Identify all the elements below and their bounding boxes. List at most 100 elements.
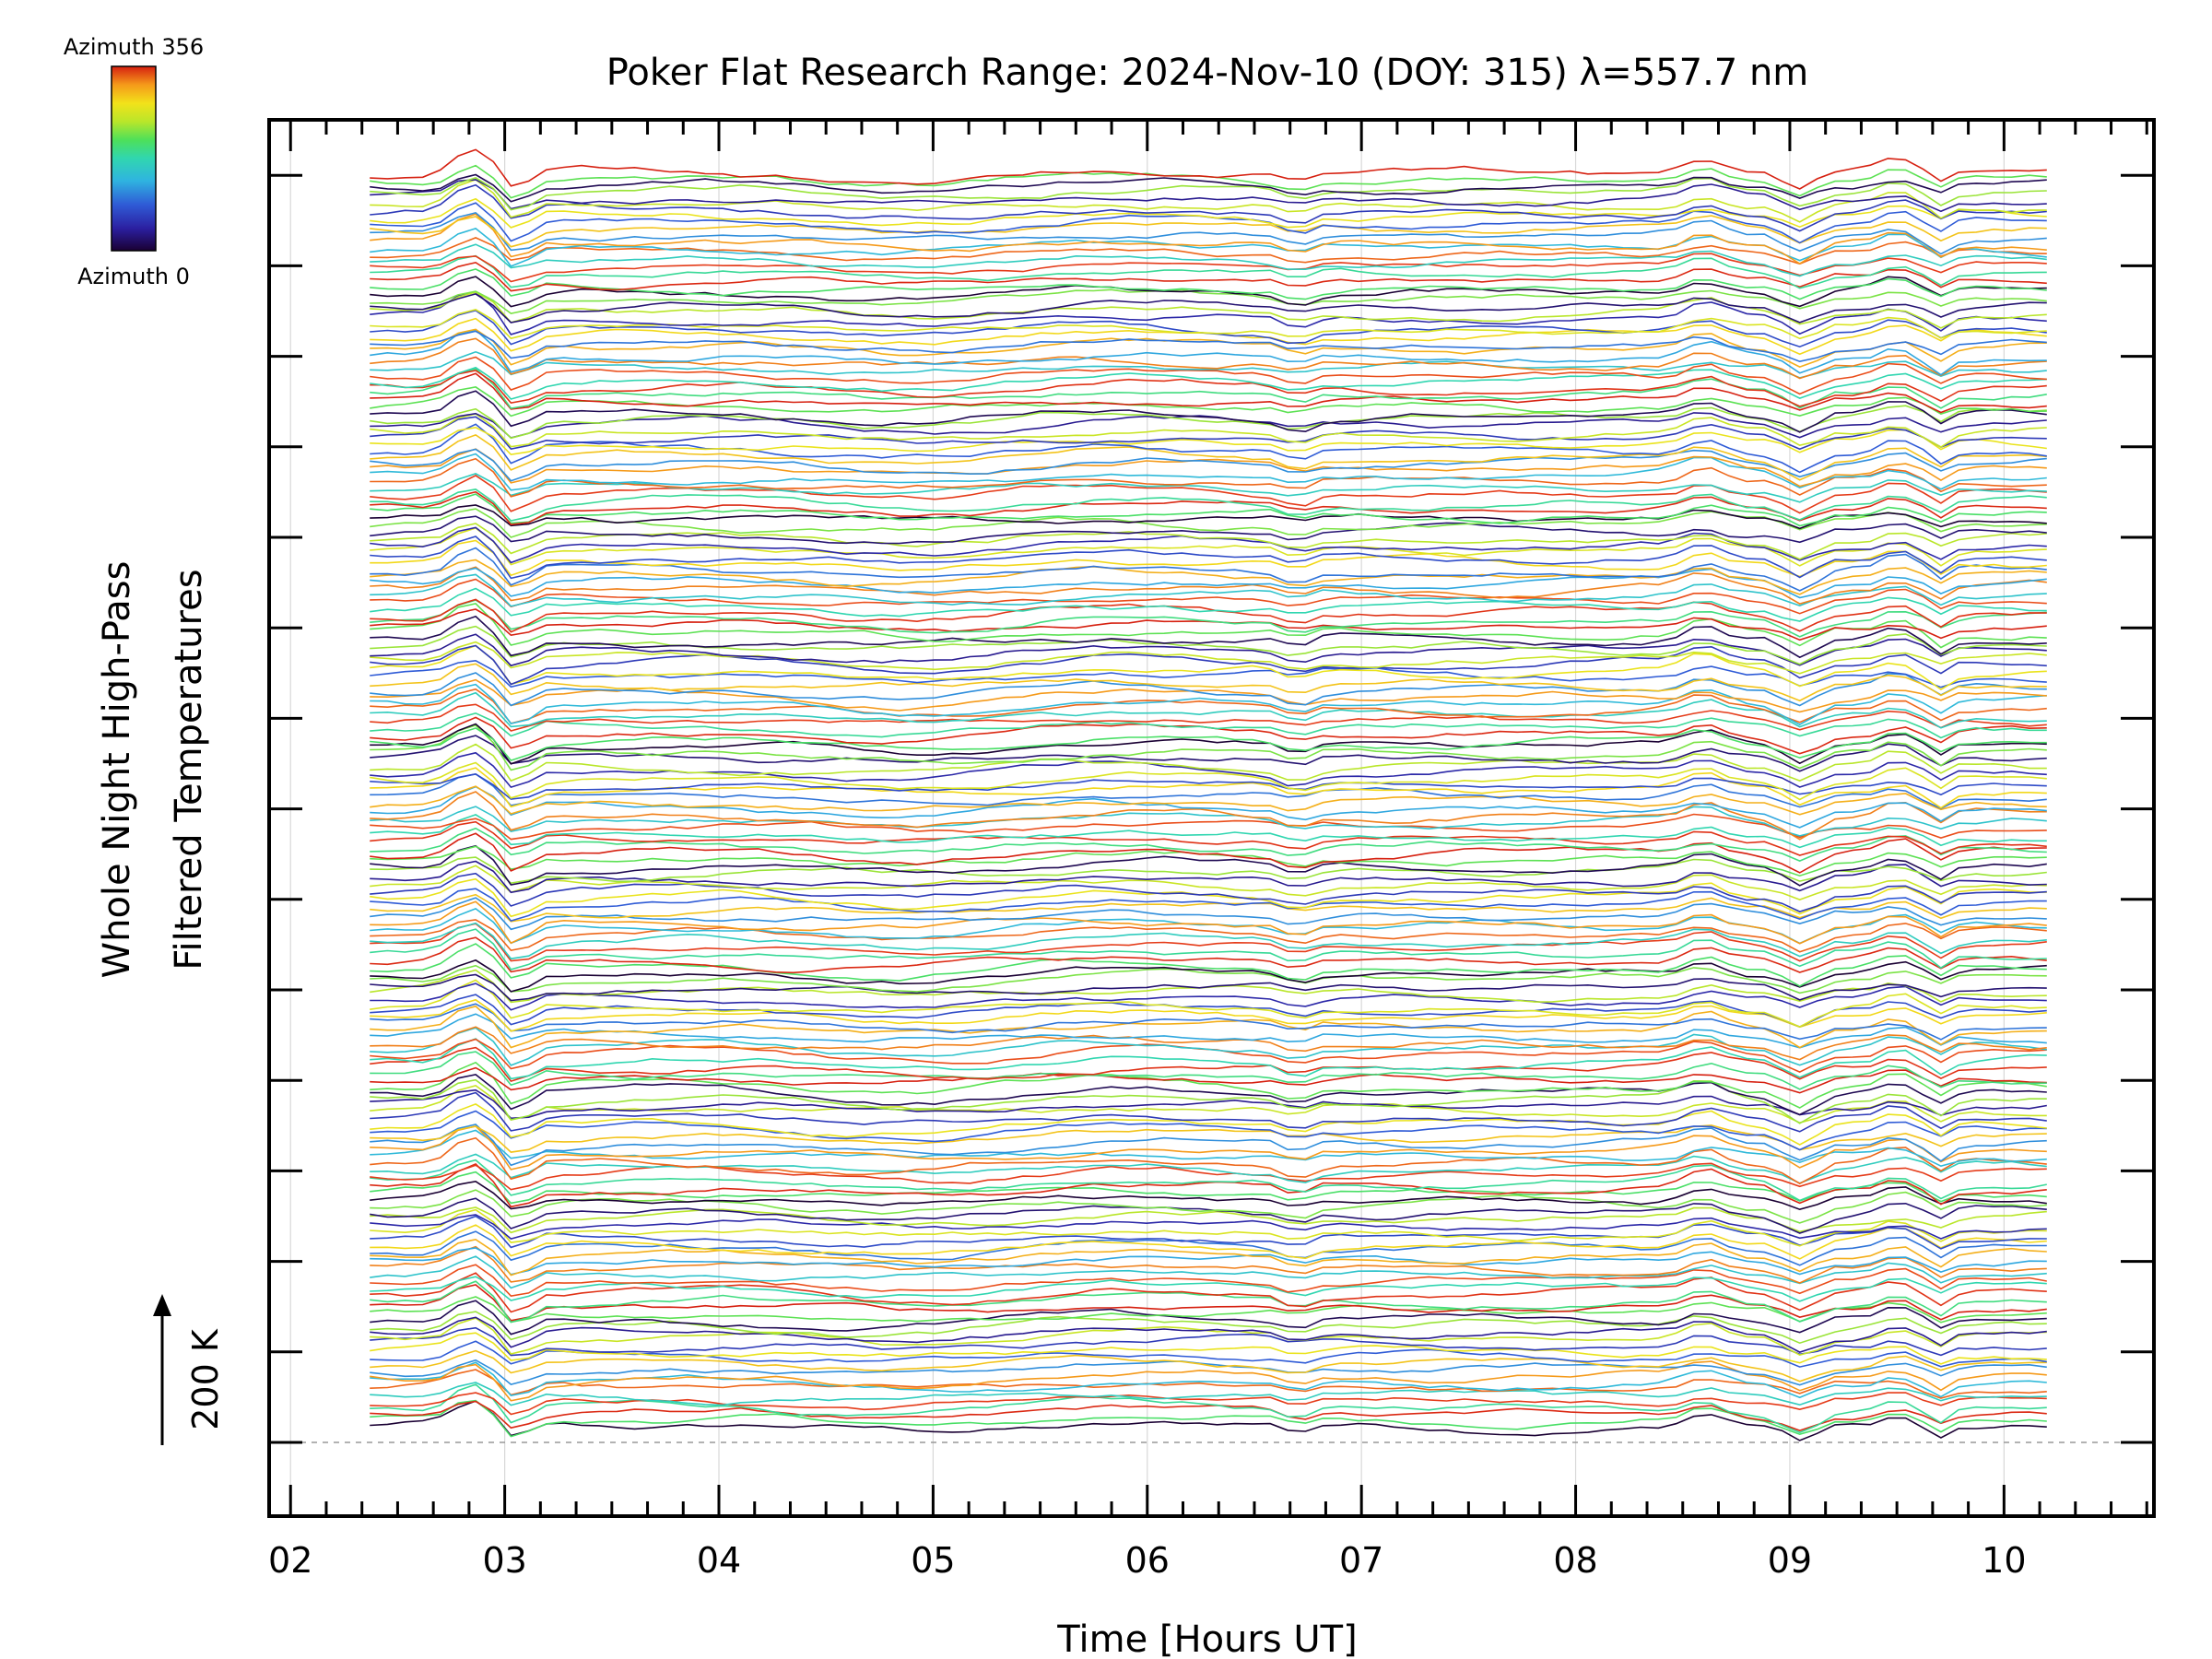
series-line xyxy=(370,727,2047,762)
series-line xyxy=(370,751,2047,789)
x-tick-label-08: 08 xyxy=(1553,1540,1597,1581)
series-line xyxy=(370,785,2047,816)
series-line xyxy=(370,350,2047,379)
x-tick-label-03: 03 xyxy=(482,1540,526,1581)
series-line xyxy=(370,573,2047,607)
colorbar-bottom-label: Azimuth 0 xyxy=(77,264,190,289)
series-line xyxy=(370,177,2047,211)
series-line xyxy=(370,1136,2047,1185)
series-line xyxy=(370,672,2047,707)
series-line xyxy=(370,922,2047,960)
series-line xyxy=(370,566,2047,605)
series-line xyxy=(370,644,2047,691)
series-line xyxy=(370,936,2047,974)
series-line xyxy=(370,1255,2047,1289)
series-line xyxy=(370,723,2047,765)
series-line xyxy=(370,309,2047,340)
x-tick-label-05: 05 xyxy=(911,1540,955,1581)
series-line xyxy=(370,1180,2047,1211)
series-line xyxy=(370,785,2047,829)
series-line xyxy=(370,832,2047,874)
series-line xyxy=(370,366,2047,400)
series-line xyxy=(370,603,2047,649)
series-line xyxy=(370,907,2047,945)
series-line xyxy=(370,1103,2047,1146)
series-line xyxy=(370,1074,2047,1116)
series-line xyxy=(370,1276,2047,1302)
series-line xyxy=(370,688,2047,724)
series-line xyxy=(370,1051,2047,1090)
series-line xyxy=(370,1215,2047,1250)
series-line xyxy=(370,820,2047,856)
plot-frame: 02 03 04 05 06 07 08 09 10 xyxy=(267,118,2156,1581)
temperature-series xyxy=(370,148,2047,1441)
series-line xyxy=(370,1359,2047,1386)
series-line xyxy=(370,291,2047,329)
series-line xyxy=(370,488,2047,522)
series-line xyxy=(370,370,2047,407)
series-line xyxy=(370,1311,2047,1345)
series-line xyxy=(370,598,2047,633)
series-line xyxy=(370,663,2047,702)
series-line xyxy=(370,1340,2047,1368)
series-line xyxy=(370,587,2047,622)
series-line xyxy=(370,539,2047,578)
series-line xyxy=(370,1208,2047,1247)
series-line xyxy=(370,1129,2047,1168)
series-line xyxy=(370,330,2047,363)
series-line xyxy=(370,900,2047,945)
series-line xyxy=(370,806,2047,837)
azimuth-colorbar xyxy=(111,65,157,252)
x-tick-label-07: 07 xyxy=(1339,1540,1383,1581)
chart-title: Poker Flat Research Range: 2024-Nov-10 (… xyxy=(606,52,1809,94)
series-line xyxy=(370,743,2047,782)
series-line xyxy=(370,1091,2047,1133)
series-line xyxy=(370,964,2047,994)
series-line xyxy=(370,448,2047,488)
x-tick-label-04: 04 xyxy=(697,1540,741,1581)
series-line xyxy=(370,644,2047,686)
series-line xyxy=(370,1349,2047,1382)
x-tick-label-02: 02 xyxy=(268,1540,312,1581)
series-line xyxy=(370,1296,2047,1324)
series-line xyxy=(370,213,2047,265)
series-line xyxy=(370,179,2047,213)
series-line xyxy=(370,261,2047,292)
series-line xyxy=(370,1171,2047,1205)
series-line xyxy=(370,1238,2047,1277)
series-line xyxy=(370,243,2047,277)
series-line xyxy=(370,474,2047,514)
series-line xyxy=(370,368,2047,409)
series-line xyxy=(370,559,2047,595)
series-line xyxy=(370,923,2047,962)
series-line xyxy=(370,328,2047,376)
series-line xyxy=(370,453,2047,491)
series-line xyxy=(370,183,2047,232)
series-line xyxy=(370,1153,2047,1184)
series-line xyxy=(370,1159,2047,1202)
series-line xyxy=(370,405,2047,440)
series-line xyxy=(370,1061,2047,1109)
series-line xyxy=(370,599,2047,638)
series-line xyxy=(370,515,2047,545)
series-line xyxy=(370,1300,2047,1335)
series-line xyxy=(370,943,2047,987)
series-line xyxy=(370,772,2047,800)
series-line xyxy=(370,523,2047,560)
series-line xyxy=(370,683,2047,726)
series-line xyxy=(370,1214,2047,1240)
series-line xyxy=(370,1046,2047,1083)
series-line xyxy=(370,897,2047,931)
series-line xyxy=(370,1038,2047,1080)
series-line xyxy=(370,1400,2047,1441)
x-tick-label-06: 06 xyxy=(1125,1540,1170,1581)
series-line xyxy=(370,1383,2047,1434)
series-line xyxy=(370,979,2047,1028)
series-line xyxy=(370,1110,2047,1151)
series-line xyxy=(370,724,2047,771)
series-line xyxy=(370,288,2047,314)
series-line xyxy=(370,872,2047,912)
series-line xyxy=(370,1272,2047,1313)
series-line xyxy=(370,1162,2047,1191)
